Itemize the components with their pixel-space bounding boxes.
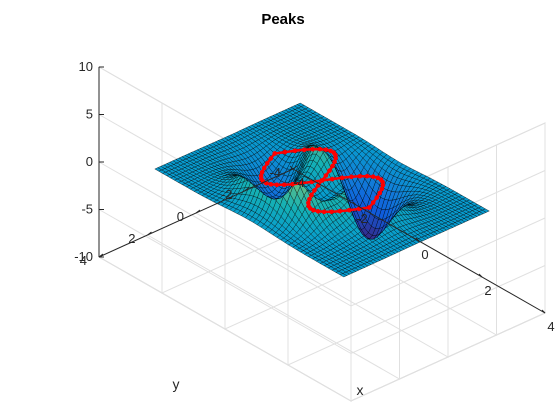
overlay-curve-point xyxy=(268,156,274,161)
overlay-curve-point xyxy=(261,165,267,171)
y-tick-label: -4 xyxy=(269,165,281,180)
x-tick-mark xyxy=(415,237,420,242)
overlay-curve-point xyxy=(299,180,305,186)
overlay-curve-point xyxy=(364,173,370,179)
gridline-z xyxy=(98,256,546,402)
overlay-curve-point xyxy=(349,174,354,180)
x-tick-mark xyxy=(478,273,483,278)
overlay-curve-point xyxy=(307,196,312,202)
overlay-curve-point xyxy=(319,178,325,183)
overlay-curve-point xyxy=(323,173,329,178)
overlay-curve-point xyxy=(379,186,385,192)
overlay-curve-point xyxy=(329,209,334,215)
overlay-curve-point xyxy=(329,176,335,182)
overlay-curve-point xyxy=(259,169,265,175)
x-tick-label: 4 xyxy=(547,319,554,334)
overlay-curve-point xyxy=(290,181,295,187)
overlay-curve-point xyxy=(321,209,327,215)
z-tick-label: -10 xyxy=(74,249,93,264)
y-tick-mark xyxy=(292,165,298,170)
overlay-curve-point xyxy=(337,208,343,214)
overlay-curve-point xyxy=(357,173,363,179)
overlay-curve-point xyxy=(370,200,376,205)
tick-labels: -10 -5 0 5 10 -4 -2 0 2 4 -4 -2 0 2 4 xyxy=(74,59,554,334)
overlay-curve-point xyxy=(292,148,298,154)
overlay-curve-point xyxy=(301,147,307,153)
x-tick-label: 2 xyxy=(484,283,491,298)
overlay-curve-point xyxy=(366,205,372,210)
y-tick-label: 4 xyxy=(80,253,87,268)
x-axis-label: x xyxy=(357,382,364,398)
z-tick-label: 0 xyxy=(86,154,93,169)
gridline-z xyxy=(98,209,546,355)
z-tick-label: 5 xyxy=(86,107,93,122)
surface xyxy=(154,102,490,278)
y-tick-label: -2 xyxy=(221,187,233,202)
y-tick-label: 0 xyxy=(177,209,184,224)
overlay-curve-point xyxy=(346,207,352,213)
overlay-curve-point xyxy=(272,151,278,156)
overlay-curve-point xyxy=(327,168,332,173)
axes-lines xyxy=(98,66,546,314)
overlay-curve-point xyxy=(268,182,274,187)
overlay-curve-point xyxy=(264,161,270,166)
x-tick-mark xyxy=(289,165,294,170)
chart-title: Peaks xyxy=(261,11,304,28)
overlay-curve-point xyxy=(309,192,314,198)
z-tick-label: -5 xyxy=(81,202,93,217)
y-tick-mark xyxy=(195,209,201,214)
overlay-curve-point xyxy=(323,147,329,152)
overlay-curve xyxy=(258,146,386,215)
x-tick-label: -2 xyxy=(356,211,368,226)
x-tick-mark xyxy=(352,201,357,206)
overlay-curve-point xyxy=(312,188,317,193)
overlay-curve-point xyxy=(315,209,321,214)
gridline-z xyxy=(98,161,546,307)
overlay-curve-point xyxy=(274,182,280,188)
x-tick-mark xyxy=(541,309,546,314)
z-tick-label: 10 xyxy=(79,59,93,74)
overlay-curve-point xyxy=(311,207,316,213)
overlay-curve-point xyxy=(317,146,323,152)
overlay-curve-point xyxy=(380,182,386,188)
overlay-curve-point xyxy=(374,195,380,200)
overlay-curve-point xyxy=(282,149,288,155)
overlay-curve-point xyxy=(332,159,337,165)
overlay-curve-point xyxy=(281,182,287,188)
overlay-curve-point xyxy=(370,174,376,179)
y-tick-label: 2 xyxy=(128,231,135,246)
y-tick-mark xyxy=(147,231,152,236)
y-tick-mark xyxy=(98,253,104,258)
overlay-curve-point xyxy=(330,163,335,169)
x-tick-label: -4 xyxy=(293,175,305,190)
overlay-curve-point xyxy=(310,146,315,152)
overlay-curve-point xyxy=(339,175,345,181)
overlay-curve-point xyxy=(377,190,383,196)
y-axis-label: y xyxy=(173,376,180,392)
x-tick-label: 0 xyxy=(421,247,428,262)
y-tick-mark xyxy=(244,187,249,192)
overlay-curve-point xyxy=(333,155,338,161)
surface-patch xyxy=(296,102,305,107)
